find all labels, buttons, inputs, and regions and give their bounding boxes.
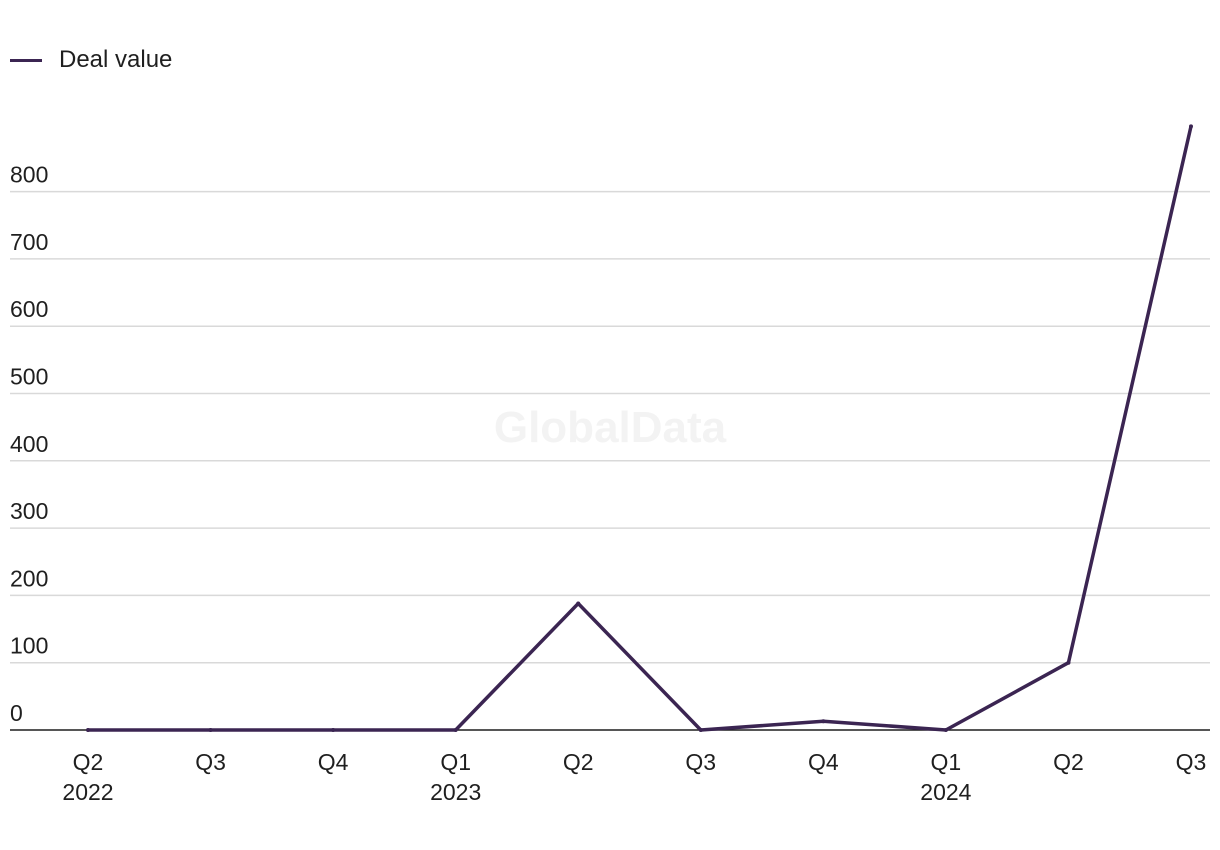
y-tick-label-200: 200	[10, 565, 48, 591]
x-tick-year-7: 2024	[920, 779, 971, 805]
y-tick-label-300: 300	[10, 498, 48, 524]
gridlines	[10, 190, 1210, 664]
y-tick-label-400: 400	[10, 431, 48, 457]
data-point-4	[576, 601, 581, 606]
y-tick-label-500: 500	[10, 364, 48, 390]
x-axis-ticks: Q2 2022 Q3 Q4 Q1 2023 Q2 Q3 Q4 Q1 2024 Q2 Q3	[62, 749, 1206, 805]
x-tick-label-6: Q4	[808, 749, 839, 775]
data-point-0	[86, 728, 90, 732]
data-point-5	[698, 728, 703, 732]
watermark: GlobalData	[494, 403, 727, 452]
y-tick-label-0: 0	[10, 700, 23, 726]
data-point-7	[943, 728, 948, 732]
legend-label-deal-value: Deal value	[59, 46, 173, 73]
y-tick-label-800: 800	[10, 162, 48, 188]
x-tick-label-4: Q2	[563, 749, 594, 775]
series-group	[86, 124, 1193, 732]
series-line-deal-value	[86, 124, 1193, 732]
x-tick-label-3: Q1	[440, 749, 471, 775]
data-point-6	[821, 719, 826, 724]
y-tick-label-600: 600	[10, 296, 48, 322]
legend-swatch	[10, 58, 42, 62]
x-tick-label-9: Q3	[1176, 749, 1207, 775]
data-point-3	[453, 728, 458, 732]
legend: Deal value	[10, 46, 172, 74]
y-axis-ticks: 0 100 200 300 400 500 600 700 800	[10, 162, 48, 726]
x-tick-label-8: Q2	[1053, 749, 1084, 775]
x-tick-label-1: Q3	[195, 749, 226, 775]
y-tick-label-700: 700	[10, 229, 48, 255]
data-point-9	[1189, 124, 1193, 129]
x-tick-year-0: 2022	[62, 779, 113, 805]
x-tick-label-0: Q2	[73, 749, 104, 775]
data-point-1	[208, 728, 213, 732]
data-point-2	[331, 728, 336, 732]
x-tick-label-5: Q3	[685, 749, 716, 775]
y-tick-label-100: 100	[10, 633, 48, 659]
x-tick-year-3: 2023	[430, 779, 481, 805]
x-tick-label-7: Q1	[931, 749, 962, 775]
x-tick-label-2: Q4	[318, 749, 349, 775]
data-point-8	[1066, 660, 1071, 665]
